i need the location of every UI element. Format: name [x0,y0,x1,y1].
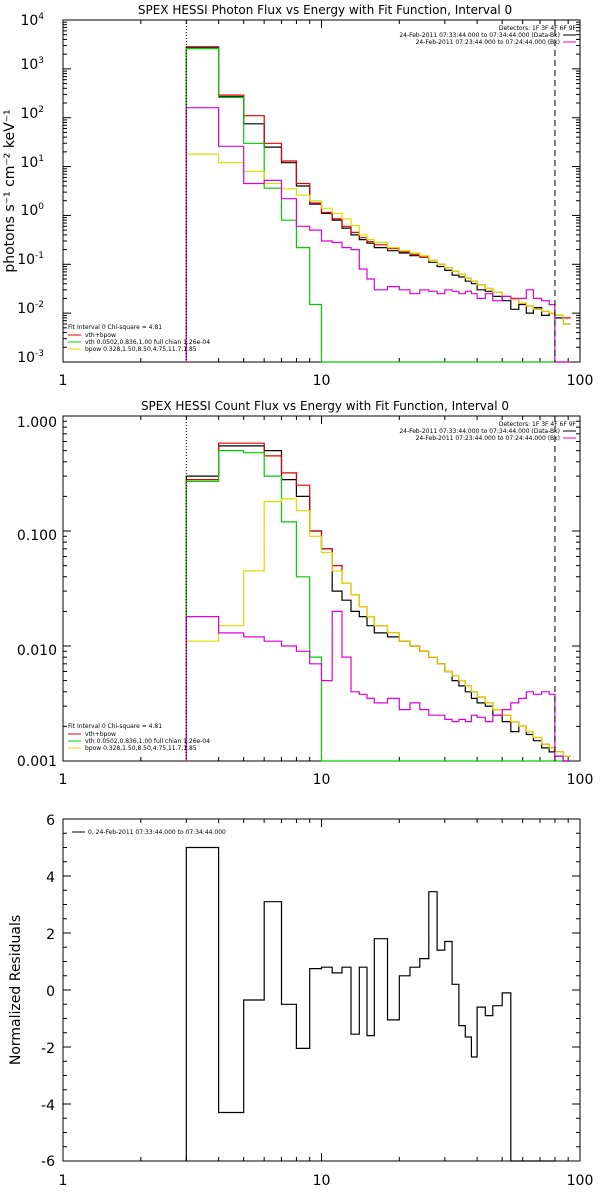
photon-flux-y-tick-exp: 4 [38,12,44,22]
count-flux-series-group [185,416,571,762]
photon-flux-x-tick-10: 10 [313,373,331,389]
residuals-axis-ticks [62,818,581,1162]
photon-flux-fit-legend-header: Fit Interval 0 Chi-square = 4.81 [68,324,162,331]
photon-flux-legend-detectors: Detectors: 1F 3F 4F 6F 9F [499,25,577,32]
series-line-residuals [185,846,555,1162]
photon-flux-x-tick-100: 100 [567,373,594,389]
photon-flux-title: SPEX HESSI Photon Flux vs Energy with Fi… [138,3,512,17]
residuals-x-tick-100: 100 [567,1173,594,1189]
photon-flux-legend-data-bk: 24-Feb-2011 07:33:44.000 to 07:34:44.000… [399,32,560,39]
photon-flux-y-tick-exp: 3 [38,56,44,66]
residuals-y-tick-neg2: -2 [41,1041,55,1057]
photon-flux-y-tick-exp: -3 [35,349,44,359]
residuals-x-tick-1: 1 [59,1173,68,1189]
photon-flux-fit-legend-total: vth+bpow [85,332,116,339]
residuals-series-group [185,846,555,1162]
photon-flux-y-tick-exp: 1 [38,154,44,164]
residuals-y-tick-6: 6 [46,813,55,829]
residuals-y-axis-label: Normalized Residuals [8,915,24,1065]
photon-flux-y-axis-label: photons s⁻¹ cm⁻² keV⁻¹ [2,109,18,272]
photon-flux-axis-ticks [62,19,581,363]
photon-flux-y-tick-1e2: 102 [20,105,44,122]
series-line-bk [185,610,571,762]
count-flux-panel: SPEX HESSI Count Flux vs Energy with Fit… [17,399,593,788]
residuals-legend-text: 0, 24-Feb-2011 07:33:44.000 to 07:34:44.… [88,829,226,836]
count-flux-y-tick-0-01: 0.010 [17,643,57,659]
photon-flux-y-tick-exp: 2 [38,105,44,115]
count-flux-fit-legend-bpow: bpow 0.328,1.50,8.50,4.75,11.7,1.85 [85,745,197,752]
photon-flux-x-tick-1: 1 [59,373,68,389]
count-flux-fit-legend-header: Fit Interval 0 Chi-square = 4.81 [68,723,162,730]
residuals-y-tick-4: 4 [46,870,55,886]
photon-flux-y-tick-exp: -2 [35,300,44,310]
residuals-x-tick-10: 10 [313,1173,331,1189]
photon-flux-fit-legend-vth: vth 0.0502,0.836,1.00 full chian 1.26e-0… [85,339,210,346]
count-flux-title: SPEX HESSI Count Flux vs Energy with Fit… [141,399,509,413]
series-line-vth [185,450,571,762]
photon-flux-series-group [185,20,571,363]
residuals-y-tick-neg4: -4 [41,1098,55,1114]
residuals-y-tick-neg6: -6 [41,1154,55,1170]
count-flux-x-tick-10: 10 [313,772,331,788]
residuals-y-tick-0: 0 [46,984,55,1000]
count-flux-x-tick-100: 100 [567,772,594,788]
photon-flux-legend-bk: 24-Feb-2011 07:23:44.000 to 07:24:44.000… [416,39,560,46]
series-line-vth [185,48,571,363]
count-flux-fit-legend-vth: vth 0.0502,0.836,1.00 full chian 1.26e-0… [85,738,210,745]
count-flux-x-tick-1: 1 [59,772,68,788]
count-flux-legend-data-bk: 24-Feb-2011 07:33:44.000 to 07:34:44.000… [399,428,560,435]
photon-flux-fit-legend-bpow: bpow 0.328,1.50,8.50,4.75,11.7,1.85 [85,346,197,353]
residuals-panel: Normalized Residuals 6 4 2 0 -2 -4 -6 1 … [8,813,593,1189]
photon-flux-y-tick-1e3: 103 [20,56,44,73]
residuals-y-tick-2: 2 [46,927,55,943]
count-flux-legend-bk: 24-Feb-2011 07:23:44.000 to 07:24:44.000… [416,435,560,442]
count-flux-y-tick-1: 1.000 [17,415,57,431]
photon-flux-y-tick-exp: -1 [35,251,44,261]
count-flux-y-tick-0-1: 0.100 [17,528,57,544]
series-line-bk [185,107,571,363]
photon-flux-y-tick-1e1: 101 [20,154,44,171]
photon-flux-y-tick-exp: 0 [38,202,44,212]
count-flux-fit-legend-total: vth+bpow [85,731,116,738]
count-flux-y-tick-0-001: 0.001 [17,754,57,770]
series-line-bpow [185,498,571,761]
series-line-bpow [185,153,571,362]
count-flux-legend-detectors: Detectors: 1F 3F 4F 6F 9F [499,421,577,428]
